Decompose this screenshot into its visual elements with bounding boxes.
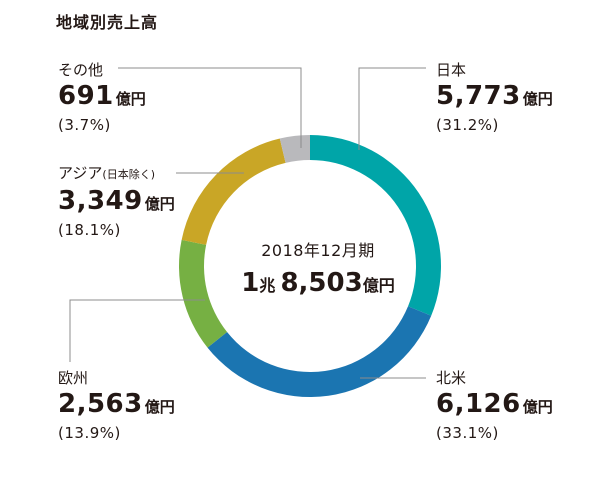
label-name: 日本 [436, 61, 467, 79]
label-percent: (33.1%) [436, 424, 499, 442]
leader-other [118, 67, 302, 148]
label-unit: 億円 [522, 398, 553, 416]
label-name: アジア [58, 164, 103, 182]
slice-other [279, 135, 310, 163]
label-amount: 5,773 [436, 81, 521, 111]
label-japan: 日本 5,773 億円 (31.2%) [436, 60, 553, 136]
slice-japan [310, 135, 442, 316]
leader-japan [358, 67, 426, 150]
label-other: その他 691 億円 (3.7%) [58, 60, 146, 136]
label-europe: 欧州 2,563 億円 (13.9%) [58, 368, 175, 444]
total-sales: 1兆 8,503億円 [203, 268, 433, 298]
total-cho-unit: 兆 [259, 276, 276, 295]
label-percent: (31.2%) [436, 116, 499, 134]
label-amount: 3,349 [58, 186, 143, 216]
label-unit: 億円 [144, 398, 175, 416]
leader-europe [69, 299, 205, 362]
total-cho: 1 [241, 268, 260, 298]
label-percent: (18.1%) [58, 221, 121, 239]
total-oku: 8,503 [280, 268, 363, 298]
label-amount: 691 [58, 81, 114, 111]
label-unit: 億円 [522, 90, 553, 108]
label-amount: 6,126 [436, 389, 521, 419]
label-percent: (13.9%) [58, 424, 121, 442]
label-name: 北米 [436, 369, 467, 387]
label-name: 欧州 [58, 369, 89, 387]
label-percent: (3.7%) [58, 116, 111, 134]
period-label: 2018年12月期 [261, 241, 375, 260]
label-asia: アジア(日本除く) 3,349 億円 (18.1%) [58, 163, 175, 241]
label-name-sub: (日本除く) [102, 168, 155, 181]
chart-title: 地域別売上高 [56, 13, 159, 32]
slice-asia [181, 138, 286, 245]
slice-north-america [207, 306, 432, 397]
label-unit: 億円 [144, 195, 175, 213]
total-unit: 億円 [362, 276, 395, 295]
slice-europe [178, 239, 228, 348]
label-amount: 2,563 [58, 389, 143, 419]
label-unit: 億円 [115, 90, 146, 108]
label-name: その他 [58, 61, 104, 79]
label-north-america: 北米 6,126 億円 (33.1%) [436, 368, 553, 444]
